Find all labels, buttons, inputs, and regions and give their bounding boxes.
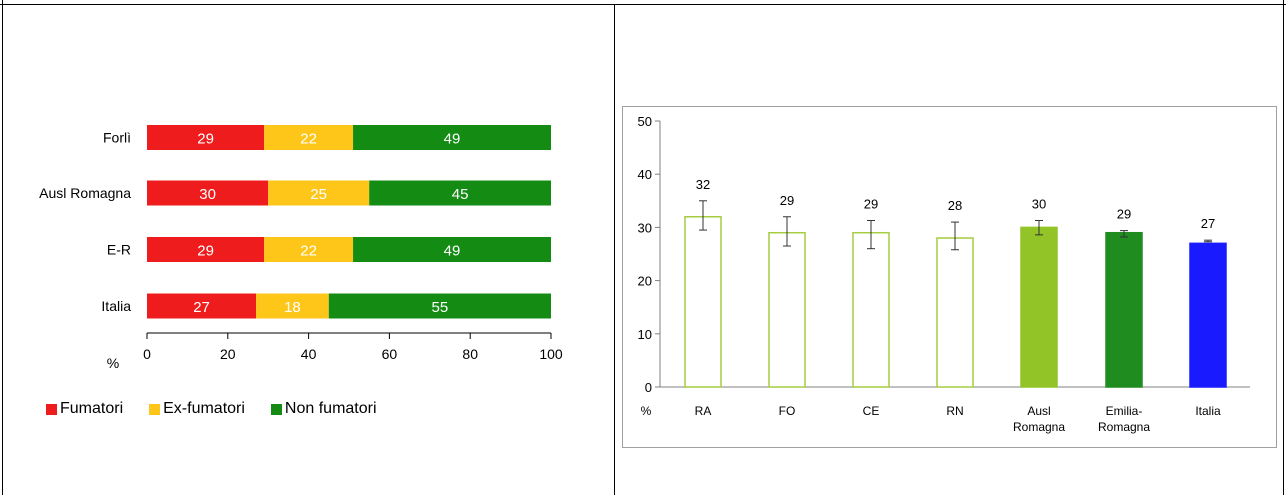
legend-label-ex-fumatori: Ex-fumatori [163, 400, 245, 417]
data-label: 32 [696, 177, 710, 192]
data-label: 29 [197, 131, 214, 148]
data-label: 25 [310, 186, 327, 203]
x-axis-unit-label: % [107, 355, 119, 371]
bar-segment-fumatori [147, 180, 269, 206]
category-label: CE [863, 404, 880, 418]
category-label: Romagna [1013, 420, 1065, 434]
y-tick-label: 40 [638, 167, 652, 182]
category-label: Ausl Romagna [39, 185, 131, 201]
frame-left-line [2, 0, 3, 495]
bar-segment-fumatori [147, 237, 265, 262]
bar-segment-non-fumatori [328, 293, 551, 319]
bar-segment-ex-fumatori [268, 180, 370, 206]
y-tick-label: 0 [645, 380, 652, 395]
bar [684, 216, 722, 388]
bar-segment-ex-fumatori [264, 237, 354, 262]
x-tick-label: 20 [220, 346, 236, 362]
legend-swatch-fumatori [46, 403, 57, 415]
data-label: 55 [432, 299, 449, 316]
data-label: 22 [300, 243, 317, 260]
category-label: RA [695, 404, 712, 418]
bar [1189, 242, 1227, 388]
legend-item-ex-fumatori: Ex-fumatori [149, 400, 245, 418]
x-tick-label: 40 [301, 346, 317, 362]
legend-swatch-ex-fumatori [149, 403, 161, 415]
data-label: 29 [197, 243, 214, 260]
x-tick-label: 0 [143, 346, 151, 362]
bar-segment-fumatori [147, 125, 265, 150]
data-label: 27 [193, 299, 210, 316]
bar-segment-fumatori [147, 293, 257, 319]
frame-divider-line [614, 4, 615, 495]
y-axis-unit-label: % [641, 404, 652, 418]
data-label: 30 [199, 186, 216, 203]
data-label: 28 [948, 198, 962, 213]
x-tick-label: 100 [539, 346, 563, 362]
legend-label-fumatori: Fumatori [60, 400, 124, 417]
stacked-bar-chart: Forlì 29 22 49 Ausl Romagna 30 25 45 E-R 29 22 49 It… [39, 125, 563, 371]
bar [1020, 226, 1058, 388]
bar [1105, 231, 1143, 388]
data-label: 18 [284, 299, 301, 316]
data-label: 45 [452, 186, 469, 203]
legend-swatch-non-fumatori [270, 403, 282, 415]
data-label: 27 [1201, 216, 1215, 231]
bar [936, 237, 974, 388]
x-tick-label: 60 [382, 346, 398, 362]
bar-segment-non-fumatori [369, 180, 551, 206]
category-label: Italia [1195, 404, 1221, 418]
category-label: Ausl [1027, 404, 1050, 418]
data-label: 22 [300, 131, 317, 148]
legend-item-non-fumatori: Non fumatori [270, 400, 377, 418]
frame-top-line [0, 4, 1286, 5]
data-label: 30 [1032, 196, 1046, 211]
frame-right-line [1283, 0, 1284, 495]
category-label: Romagna [1098, 420, 1150, 434]
category-label: FO [779, 404, 796, 418]
data-label: 49 [444, 131, 461, 148]
legend-item-fumatori: Fumatori [46, 400, 123, 418]
category-label: Emilia- [1106, 404, 1143, 418]
y-tick-label: 20 [638, 274, 652, 289]
category-label: Italia [101, 298, 131, 314]
left-chart-legend: Fumatori Ex-fumatori Non fumatori [46, 400, 377, 418]
y-tick-label: 10 [638, 327, 652, 342]
data-label: 29 [780, 193, 794, 208]
bar-segment-ex-fumatori [264, 125, 354, 150]
category-label: E-R [107, 242, 131, 258]
bar-segment-non-fumatori [353, 125, 551, 150]
category-label: Forlì [103, 130, 131, 146]
legend-label-non-fumatori: Non fumatori [284, 400, 377, 417]
x-tick-label: 80 [462, 346, 478, 362]
bar [852, 231, 890, 388]
data-label: 49 [444, 243, 461, 260]
category-label: RN [946, 404, 963, 418]
bar-segment-ex-fumatori [256, 293, 329, 319]
bar-segment-non-fumatori [353, 237, 551, 262]
bar [768, 231, 806, 388]
y-tick-label: 30 [638, 220, 652, 235]
data-label: 29 [864, 196, 878, 211]
data-label: 29 [1117, 207, 1131, 222]
y-tick-label: 50 [638, 114, 652, 129]
